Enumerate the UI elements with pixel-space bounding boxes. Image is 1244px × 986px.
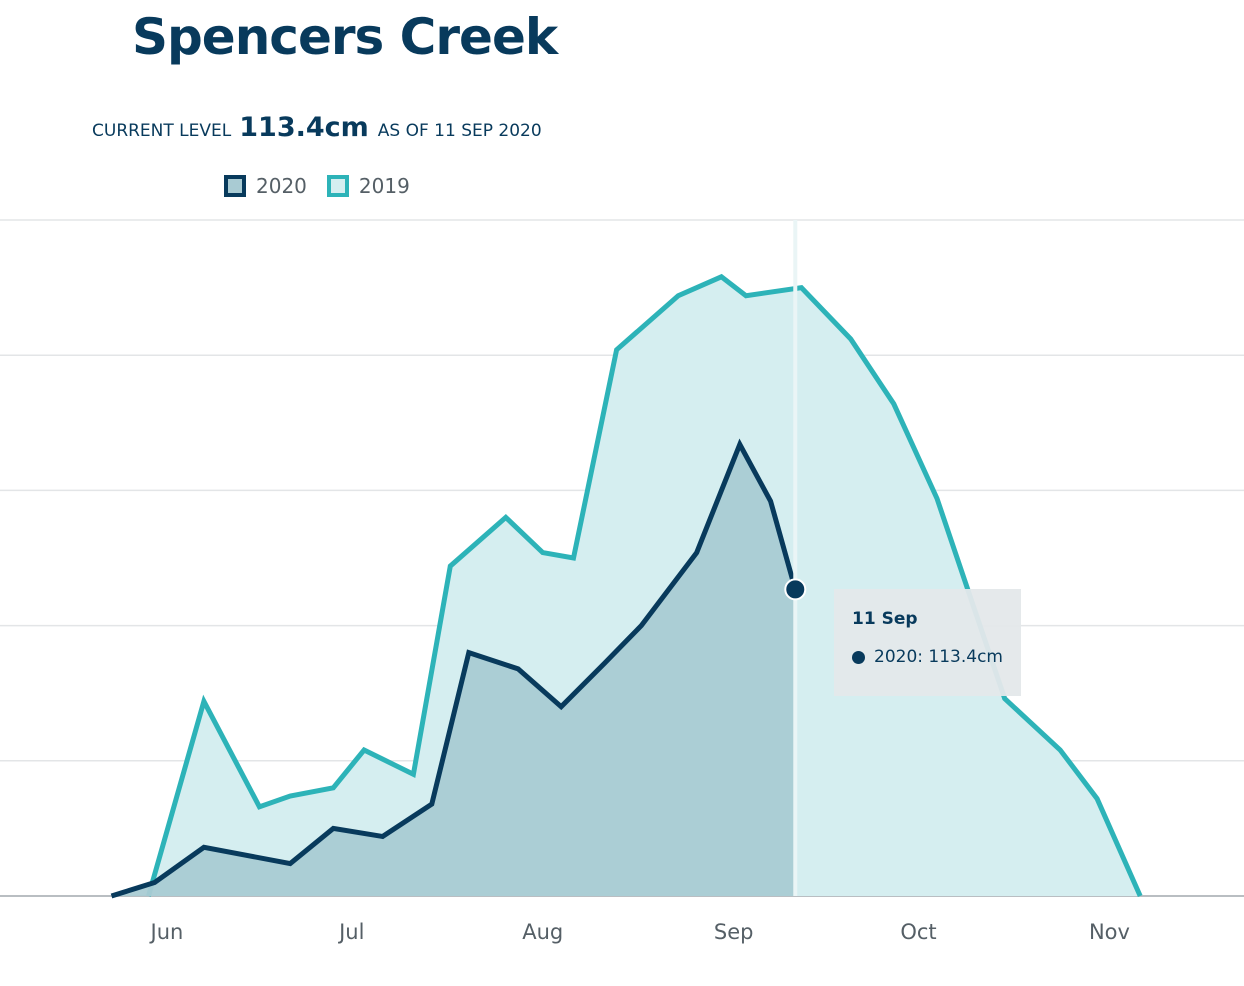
area-2019 (148, 276, 1141, 896)
chart-legend: 2020 2019 (224, 174, 430, 198)
current-level: CURRENT LEVEL 113.4cm AS OF 11 SEP 2020 (92, 112, 542, 143)
x-tick-label: Jul (337, 920, 364, 944)
current-level-date: AS OF 11 SEP 2020 (377, 121, 542, 141)
legend-swatch-2019 (326, 175, 349, 197)
current-level-label: CURRENT LEVEL (92, 121, 232, 141)
x-tick-label: Jun (149, 920, 184, 944)
legend-label-2020: 2020 (256, 174, 307, 198)
legend-item-2020[interactable]: 2020 (224, 174, 307, 198)
legend-item-2019[interactable]: 2019 (326, 174, 410, 198)
line-2019 (146, 273, 1143, 898)
line-2020 (110, 438, 798, 899)
legend-swatch-2020 (224, 175, 246, 197)
tooltip-series-dot (852, 650, 865, 664)
current-level-value: 113.4cm (239, 112, 369, 143)
chart-tooltip: 11 Sep 2020: 113.4cm (834, 589, 1021, 696)
x-tick-label: Oct (900, 920, 936, 944)
area-2020 (111, 444, 796, 896)
tooltip-row: 2020: 113.4cm (852, 647, 1003, 667)
hover-point-2020 (784, 578, 807, 601)
page-title: Spencers Creek (132, 8, 558, 66)
x-tick-label: Aug (522, 920, 563, 944)
x-tick-label: Nov (1089, 920, 1130, 944)
legend-label-2019: 2019 (358, 174, 410, 198)
tooltip-date: 11 Sep (852, 609, 918, 629)
x-tick-label: Sep (714, 920, 754, 944)
tooltip-series-value: 2020: 113.4cm (874, 647, 1003, 667)
